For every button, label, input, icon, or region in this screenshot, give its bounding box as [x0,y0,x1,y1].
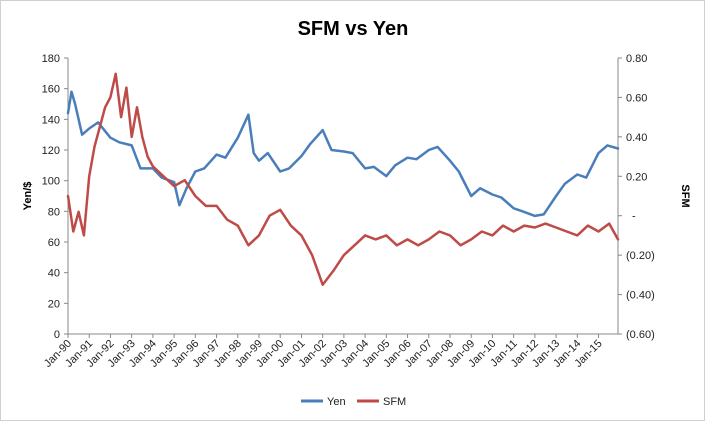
y-tick-label-left: 20 [48,298,60,310]
y-tick-label-right: (0.20) [626,250,655,262]
axes-group: 0 20 40 60 80 100 120 140 160 180 (0.60) (0.40) (0.2… [42,53,655,370]
series-line-yen [66,90,620,218]
y-tick-label-right: 0.20 [626,171,647,183]
y-tick-label-right: (0.60) [626,329,655,341]
y-tick-label-left: 160 [42,84,60,96]
y-tick-label-right: 0.60 [626,92,647,104]
legend: Yen SFM [301,396,406,408]
y-tick-label-left: 0 [54,329,60,341]
series-line-sfm [66,72,620,286]
legend-label-yen: Yen [327,396,346,408]
y-axis-title-left: Yen/$ [22,182,34,211]
y-tick-label-left: 120 [42,145,60,157]
y-tick-label-right: 0.80 [626,53,647,65]
y-tick-label-left: 180 [42,53,60,65]
y-tick-label-left: 40 [48,268,60,280]
legend-label-sfm: SFM [383,396,406,408]
series-lines [66,72,620,286]
y-tick-label-right: (0.40) [626,290,655,302]
y-tick-label-right: 0.40 [626,132,647,144]
y-tick-label-left: 100 [42,176,60,188]
chart-title: SFM vs Yen [298,18,409,40]
y-tick-label-left: 80 [48,206,60,218]
y-tick-label-left: 60 [48,237,60,249]
y-tick-label-right: - [632,211,636,223]
y-tick-label-left: 140 [42,114,60,126]
y-axis-title-right: SFM [679,184,691,207]
